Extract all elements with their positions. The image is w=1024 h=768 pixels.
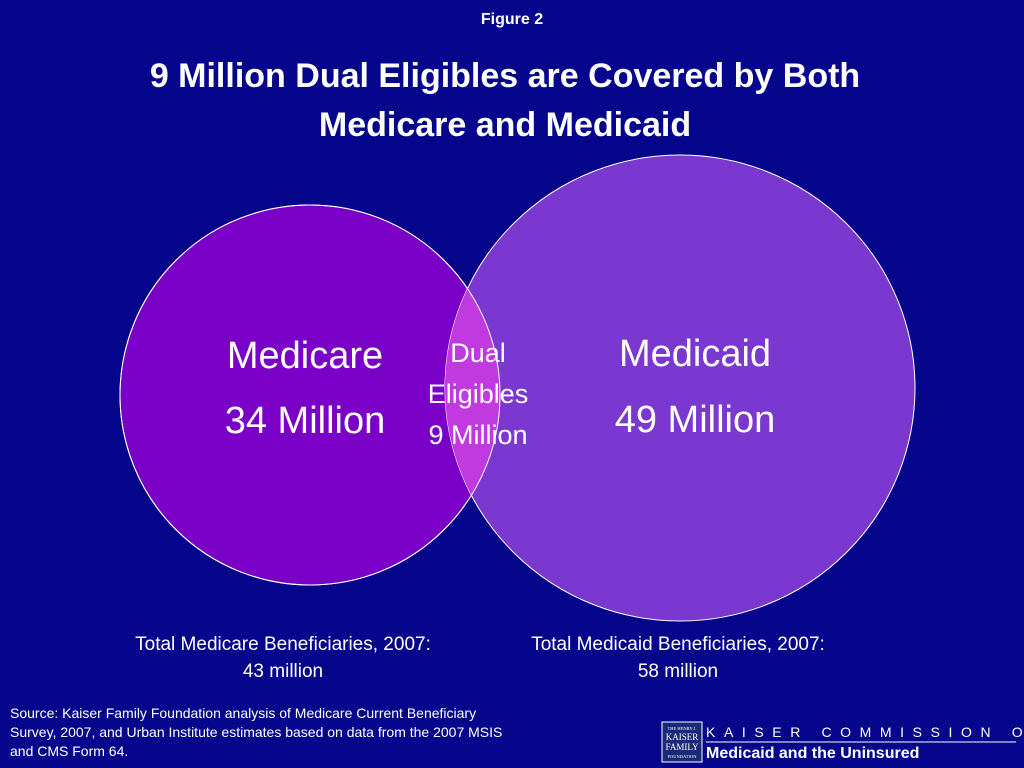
source-text: Survey, 2007, and Urban Institute estima… — [10, 724, 502, 740]
overlap-label: Dual — [450, 338, 506, 368]
logo-text: FAMILY — [666, 742, 699, 752]
source-text: Source: Kaiser Family Foundation analysi… — [10, 705, 476, 721]
total-note: 43 million — [243, 661, 323, 682]
figure-label: Figure 2 — [481, 11, 543, 28]
title: Medicare and Medicaid — [319, 106, 691, 144]
total-note: Total Medicaid Beneficiaries, 2007: — [531, 634, 825, 655]
title: 9 Million Dual Eligibles are Covered by … — [150, 57, 860, 95]
commission-name: Medicaid and the Uninsured — [706, 745, 919, 762]
medicaid-count: 49 Million — [615, 399, 776, 441]
logo-text: FOUNDATION — [668, 754, 698, 759]
total-note: Total Medicare Beneficiaries, 2007: — [135, 634, 431, 655]
overlap-label: Eligibles — [428, 379, 529, 409]
logo-text: THE HENRY J. — [668, 726, 697, 731]
source-text: and CMS Form 64. — [10, 743, 128, 759]
logo-box — [661, 721, 703, 763]
medicare-label: Medicare — [227, 335, 383, 377]
commission-line: KAISER COMMISSION ON — [706, 724, 1024, 740]
medicare-count: 34 Million — [225, 400, 386, 442]
total-note: 58 million — [638, 661, 718, 682]
overlap-label: 9 Million — [428, 420, 527, 450]
logo-text: KAISER — [666, 732, 699, 742]
medicaid-label: Medicaid — [619, 333, 771, 375]
medicare-outline — [119, 204, 501, 586]
